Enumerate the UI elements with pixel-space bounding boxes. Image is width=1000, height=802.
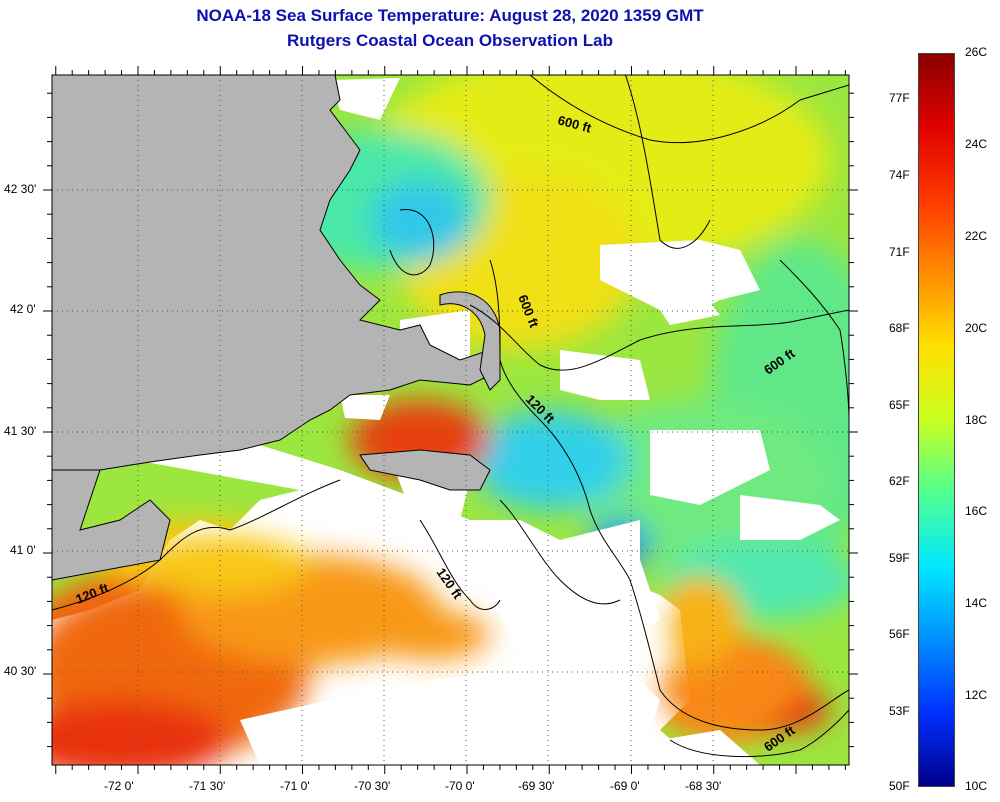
colorbar-c-label: 10C [965,779,988,793]
colorbar-c-label: 16C [965,504,988,518]
land-long-island [52,469,171,581]
colorbar-c-label: 18C [965,413,988,427]
colorbar-f-label: 77F [889,91,910,105]
colorbar-c-label: 14C [965,596,988,610]
colorbar-f-label: 53F [889,704,910,718]
lat-label: 41 0' [10,543,36,557]
sst-warm-shelf [52,535,800,765]
colorbar-f-label: 71F [889,245,910,259]
no-data-holes [240,560,760,765]
colorbar-f-label: 50F [889,779,910,793]
lon-label: -72 0' [104,779,134,793]
colorbar-f-label: 68F [889,321,910,335]
isobaths [52,75,849,758]
lat-label: 42 30' [4,182,37,196]
map-subtitle: Rutgers Coastal Ocean Observation Lab [287,31,613,50]
lon-label: -69 0' [610,779,640,793]
colorbar-c-label: 20C [965,321,988,335]
colorbar-c-label: 12C [965,688,988,702]
land-mainland [52,75,501,471]
lon-label: -71 30' [189,779,226,793]
lon-label: -68 30' [685,779,722,793]
lon-label: -71 0' [280,779,310,793]
lon-label: -69 30' [518,779,555,793]
land-islands [359,449,491,491]
land-cape-cod [439,291,501,391]
colorbar-f-label: 62F [889,474,910,488]
lat-label: 42 0' [10,302,36,316]
graticule [52,75,849,765]
axis-ticks [43,66,858,774]
lat-label: 40 30' [4,664,37,678]
lon-label: -70 0' [445,779,475,793]
lat-label: 41 30' [4,424,37,438]
colorbar-c-label: 26C [965,45,988,59]
colorbar-f-label: 65F [889,398,910,412]
colorbar-c-label: 24C [965,137,988,151]
lon-label: -70 30' [354,779,391,793]
temperature-colorbar [918,53,955,787]
map-title: NOAA-18 Sea Surface Temperature: August … [196,6,704,25]
colorbar-f-label: 59F [889,551,910,565]
colorbar-f-label: 56F [889,627,910,641]
colorbar-c-label: 22C [965,229,988,243]
colorbar-f-label: 74F [889,168,910,182]
